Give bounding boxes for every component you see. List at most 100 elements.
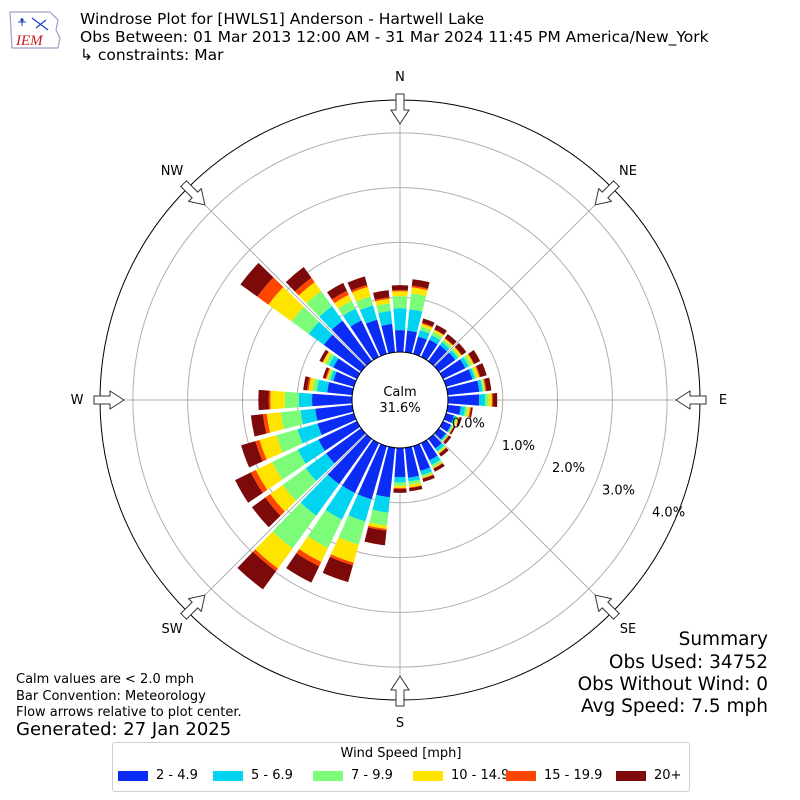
bar-160-bin-6 bbox=[422, 474, 435, 482]
bar-110-bin-3 bbox=[453, 416, 458, 425]
radial-tick-labels: 0.0% 1.0% 2.0% 3.0% 4.0% bbox=[452, 417, 685, 521]
bar-280-bin-4 bbox=[308, 377, 315, 391]
flow-arrow-nw bbox=[180, 180, 206, 206]
bar-280-bin-1 bbox=[327, 382, 354, 396]
bar-260-bin-6 bbox=[250, 414, 267, 437]
obs-period: Obs Between: 01 Mar 2013 12:00 AM - 31 M… bbox=[80, 28, 709, 46]
legend-swatch bbox=[313, 770, 343, 781]
bar-170-bin-3 bbox=[408, 479, 421, 485]
bar-40-bin-5 bbox=[444, 338, 454, 346]
bar-170-bin-6 bbox=[409, 485, 423, 492]
bar-40-bin-4 bbox=[443, 338, 453, 347]
bar-330-bin-1 bbox=[350, 320, 380, 361]
bar-90-bin-1 bbox=[447, 394, 480, 406]
bar-60-bin-2 bbox=[460, 357, 469, 369]
bar-280-bin-6 bbox=[303, 376, 310, 391]
bar-210-bin-1 bbox=[342, 439, 380, 493]
direction-label-se: SE bbox=[620, 622, 636, 637]
bar-30-bin-5 bbox=[434, 329, 445, 336]
bar-320-bin-6 bbox=[285, 267, 312, 292]
bar-290-bin-6 bbox=[322, 367, 330, 379]
bar-60-bin-4 bbox=[466, 354, 474, 366]
bar-100-bin-6 bbox=[469, 407, 473, 418]
bar-250-bin-2 bbox=[297, 423, 322, 444]
bar-120-bin-1 bbox=[439, 420, 452, 432]
bar-180-bin-4 bbox=[393, 485, 407, 488]
bar-330-bin-5 bbox=[331, 290, 349, 304]
bar-120-bin-3 bbox=[447, 425, 454, 434]
bar-10-bin-2 bbox=[407, 309, 423, 333]
bar-30-bin-1 bbox=[420, 339, 438, 361]
plot-title: Windrose Plot for [HWLS1] Anderson - Har… bbox=[80, 10, 485, 28]
bar-20-bin-3 bbox=[419, 326, 432, 334]
direction-labels: N NE E SE S SW W NW bbox=[71, 70, 728, 731]
bar-230-bin-5 bbox=[265, 493, 285, 516]
flow-arrow-ne bbox=[594, 180, 620, 206]
direction-label-nw: NW bbox=[161, 164, 184, 179]
calm-value: 31.6% bbox=[379, 401, 420, 416]
bar-340-bin-4 bbox=[351, 286, 371, 302]
radial-tick-label-4: 4.0% bbox=[652, 506, 685, 521]
direction-label-e: E bbox=[719, 393, 727, 408]
bar-220-bin-2 bbox=[300, 474, 340, 516]
bar-260-bin-4 bbox=[266, 412, 284, 433]
bar-0-bin-6 bbox=[391, 285, 409, 291]
bar-160-bin-1 bbox=[413, 443, 431, 471]
bar-310-bin-5 bbox=[257, 277, 284, 305]
bar-230-bin-1 bbox=[326, 428, 366, 464]
bar-120-bin-6 bbox=[449, 426, 456, 435]
constraints-label: ↳ constraints: Mar bbox=[80, 46, 224, 64]
bar-250-bin-1 bbox=[317, 413, 357, 436]
bar-60-bin-3 bbox=[463, 355, 472, 367]
legend-title: Wind Speed [mph] bbox=[340, 746, 462, 761]
bar-110-bin-6 bbox=[456, 417, 462, 427]
legend-item-bin-6: 20+ bbox=[616, 768, 681, 784]
bar-210-bin-2 bbox=[325, 485, 355, 520]
bar-350-bin-4 bbox=[375, 298, 390, 306]
bar-50-bin-2 bbox=[449, 350, 458, 360]
bar-40-bin-1 bbox=[428, 345, 448, 366]
bar-260-bin-2 bbox=[300, 408, 318, 425]
bar-270-bin-4 bbox=[270, 390, 285, 410]
bar-10-bin-3 bbox=[409, 293, 427, 312]
bar-90-bin-6 bbox=[492, 393, 498, 407]
bar-250-bin-6 bbox=[241, 441, 263, 468]
bar-180-bin-1 bbox=[394, 447, 406, 478]
bar-150-bin-1 bbox=[420, 439, 438, 461]
bar-140-bin-1 bbox=[428, 434, 442, 449]
bar-200-bin-5 bbox=[329, 554, 354, 566]
flow-note: Flow arrows relative to plot center. bbox=[16, 705, 242, 720]
bar-130-bin-1 bbox=[434, 428, 446, 440]
bar-90-bin-3 bbox=[485, 393, 489, 407]
bar-290-bin-2 bbox=[330, 370, 337, 381]
bar-60-bin-5 bbox=[467, 353, 475, 365]
bar-50-bin-3 bbox=[451, 348, 460, 359]
bar-220-bin-1 bbox=[327, 434, 372, 485]
legend-label: 10 - 14.9 bbox=[451, 768, 510, 783]
bar-0-bin-2 bbox=[393, 308, 407, 331]
bar-290-bin-3 bbox=[328, 369, 334, 381]
legend-item-bin-3: 7 - 9.9 bbox=[313, 768, 393, 784]
legend-swatch bbox=[118, 770, 148, 781]
bar-110-bin-1 bbox=[443, 413, 455, 423]
bar-190-bin-5 bbox=[368, 525, 387, 531]
legend-swatch bbox=[413, 770, 443, 781]
bar-120-bin-4 bbox=[448, 425, 454, 434]
bar-30-bin-4 bbox=[433, 329, 444, 338]
bar-270-bin-5 bbox=[268, 390, 271, 410]
radial-tick-label-2: 2.0% bbox=[552, 461, 585, 476]
legend-label: 7 - 9.9 bbox=[351, 768, 393, 783]
bar-80-bin-1 bbox=[446, 380, 480, 396]
bar-130-bin-3 bbox=[441, 434, 449, 442]
bar-150-bin-6 bbox=[433, 463, 445, 472]
bar-210-bin-3 bbox=[307, 510, 342, 549]
direction-label-w: W bbox=[71, 393, 84, 408]
bar-340-bin-3 bbox=[356, 296, 374, 311]
bar-20-bin-2 bbox=[418, 330, 430, 340]
bar-130-bin-2 bbox=[440, 433, 448, 441]
bar-120-bin-5 bbox=[449, 425, 455, 434]
bar-130-bin-5 bbox=[443, 435, 450, 443]
bar-290-bin-5 bbox=[325, 368, 331, 380]
bar-340-bin-1 bbox=[365, 319, 387, 357]
bar-20-bin-4 bbox=[420, 323, 433, 331]
